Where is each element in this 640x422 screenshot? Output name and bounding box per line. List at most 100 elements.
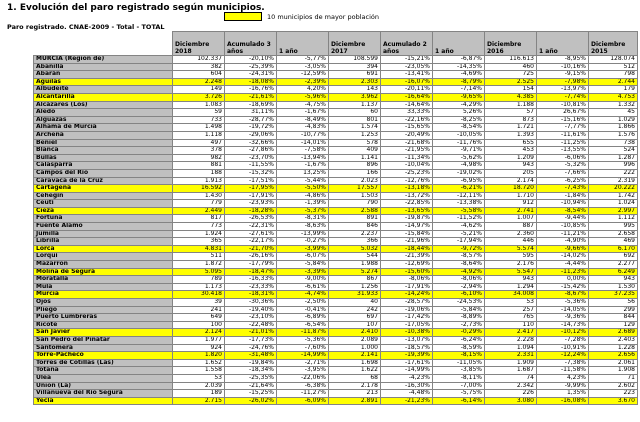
table-cell: 691 bbox=[328, 70, 381, 79]
municipality-name: Jumilla bbox=[33, 229, 173, 239]
table-cell: -6,25% bbox=[536, 176, 589, 186]
table-cell: 16.592 bbox=[172, 184, 225, 193]
table-cell: -22,85% bbox=[380, 199, 433, 208]
table-cell: -4,29% bbox=[432, 100, 485, 110]
table-row-highlighted: Cieza 2.449 -18,28% -5,37% 2.588 -13,65% -5,58… bbox=[33, 206, 638, 216]
table-cell: 497 bbox=[172, 138, 225, 148]
table-cell: -21,01% bbox=[224, 328, 277, 337]
municipality-name: San Pedro del Pinatar bbox=[33, 335, 173, 345]
table-cell: 5.274 bbox=[328, 267, 381, 277]
header-cell: Acumulado 2 años bbox=[380, 31, 433, 56]
table-cell: 222 bbox=[588, 168, 638, 178]
table-cell: 2.319 bbox=[588, 176, 638, 186]
table-cell: -8,59% bbox=[432, 343, 485, 353]
municipality-name: Archena bbox=[33, 130, 173, 140]
table-cell: 655 bbox=[484, 138, 537, 148]
table-cell: -3,85% bbox=[432, 366, 485, 375]
table-cell: -18,69% bbox=[224, 100, 277, 110]
table-cell: -12,11% bbox=[432, 191, 485, 201]
table-cell: -4,69% bbox=[432, 70, 485, 79]
table-cell: 1.622 bbox=[328, 366, 381, 375]
table-cell: 1.576 bbox=[588, 130, 638, 140]
header-cell: Diciembre 2016 bbox=[484, 31, 537, 56]
municipality-name: Librilla bbox=[33, 237, 173, 246]
table-cell: -15,60% bbox=[380, 267, 433, 277]
table-cell: 365 bbox=[172, 237, 225, 246]
table-cell: -25,23% bbox=[380, 168, 433, 178]
table-cell: 2.689 bbox=[588, 328, 638, 337]
municipality-name: Unión (La) bbox=[33, 381, 173, 391]
table-cell: 446 bbox=[484, 237, 537, 246]
table-row: MURCIA (Región de) 102.337 -20,10% -5,77% 10… bbox=[33, 55, 638, 64]
municipality-name: Bullas bbox=[33, 153, 173, 163]
table-cell: 2.410 bbox=[328, 328, 381, 337]
table-cell: -8,49% bbox=[276, 115, 329, 125]
table-cell: 5,26% bbox=[432, 108, 485, 117]
table-cell: 1.908 bbox=[588, 366, 638, 375]
table-cell: 773 bbox=[172, 222, 225, 231]
table-cell: 129 bbox=[588, 320, 638, 330]
table-cell: -15,65% bbox=[380, 123, 433, 132]
table-row: Aledo 59 31,11% -1,67% 60 33,33% 5,26% 57 26,67%… bbox=[33, 108, 638, 117]
table-cell: -4,86% bbox=[276, 191, 329, 201]
table-cell: 1.687 bbox=[484, 366, 537, 375]
table-cell: -0,29% bbox=[432, 328, 485, 337]
table-cell: 205 bbox=[484, 168, 537, 178]
table-cell: 4.753 bbox=[588, 92, 638, 102]
table-cell: 242 bbox=[328, 305, 381, 315]
table-cell: 604 bbox=[172, 70, 225, 79]
table-cell: -15,16% bbox=[536, 115, 589, 125]
table-cell: -32,66% bbox=[224, 138, 277, 148]
table-cell: 26,67% bbox=[536, 108, 589, 117]
table-row: Calasparra 881 -11,55% -1,67% 896 -10,04% -4,9… bbox=[33, 161, 638, 170]
table-cell: -17,73% bbox=[224, 335, 277, 345]
table-cell: -23,05% bbox=[380, 62, 433, 72]
table-row: Librilla 365 -22,17% -0,27% 366 -21,96% -17,94… bbox=[33, 237, 638, 246]
municipality-name: Cieza bbox=[33, 206, 173, 216]
table-cell: -29,06% bbox=[224, 130, 277, 140]
table-cell: -11,87% bbox=[276, 328, 329, 337]
table-cell: -18,28% bbox=[224, 206, 277, 216]
table-cell: 2.744 bbox=[588, 77, 638, 87]
table-body: MURCIA (Región de) 102.337 -20,10% -5,77% 10… bbox=[33, 55, 638, 406]
table-cell: -3,39% bbox=[276, 267, 329, 277]
table-cell: -0,41% bbox=[276, 305, 329, 315]
table-row: Ceutí 779 -23,93% -1,39% 790 -22,85% -13,38% 91… bbox=[33, 199, 638, 208]
table-cell: -8,57% bbox=[432, 252, 485, 262]
table-cell: -5,96% bbox=[276, 92, 329, 102]
table-cell: 2.891 bbox=[328, 396, 381, 406]
table-cell: 1.332 bbox=[588, 100, 638, 110]
table-cell: -16,07% bbox=[380, 77, 433, 87]
table-cell: 116.613 bbox=[484, 55, 537, 64]
table-cell: 2.331 bbox=[484, 351, 537, 360]
table-row-highlighted: Lorca 4.831 -21,70% -3,99% 5.032 -18,44% -9,72… bbox=[33, 244, 638, 254]
table-row: Moratalla 789 -16,33% -9,00% 867 -8,06% -8,06%… bbox=[33, 275, 638, 284]
table-cell: 2.342 bbox=[484, 381, 537, 391]
table-cell: -17,05% bbox=[380, 320, 433, 330]
table-cell: -4,48% bbox=[380, 389, 433, 398]
municipality-name: San Javier bbox=[33, 328, 173, 337]
table-cell: -14,99% bbox=[276, 351, 329, 360]
municipality-name: Caravaca de la Cruz bbox=[33, 176, 173, 186]
table-cell: -19,87% bbox=[380, 214, 433, 224]
table-cell: 1.173 bbox=[172, 282, 225, 292]
table-cell: 2.715 bbox=[172, 396, 225, 406]
table-cell: 2.997 bbox=[588, 206, 638, 216]
table-cell: -5,44% bbox=[276, 176, 329, 186]
unemployment-table: Diciembre 2018 Acumulado 3 años 1 año Dicie… bbox=[33, 31, 638, 406]
table-cell: -1,67% bbox=[276, 108, 329, 117]
table-cell: -17,51% bbox=[224, 176, 277, 186]
table-cell: -10,85% bbox=[536, 222, 589, 231]
table-cell: -28,77% bbox=[224, 115, 277, 125]
table-cell: 725 bbox=[484, 70, 537, 79]
table-cell: 1.698 bbox=[328, 358, 381, 368]
table-cell: -10,91% bbox=[536, 343, 589, 353]
table-cell: 1.652 bbox=[172, 358, 225, 368]
table-cell: 110 bbox=[484, 320, 537, 330]
table-row: Ojós 39 -30,36% -2,50% 40 -28,57% -24,53% 53 -5,… bbox=[33, 298, 638, 307]
highlight-legend-swatch bbox=[224, 12, 262, 21]
municipality-name: Abanilla bbox=[33, 62, 173, 72]
table-row: Bullas 982 -23,70% -13,94% 1.141 -11,34% -5,62… bbox=[33, 153, 638, 163]
table-cell: 226 bbox=[484, 389, 537, 398]
table-cell: 544 bbox=[328, 252, 381, 262]
